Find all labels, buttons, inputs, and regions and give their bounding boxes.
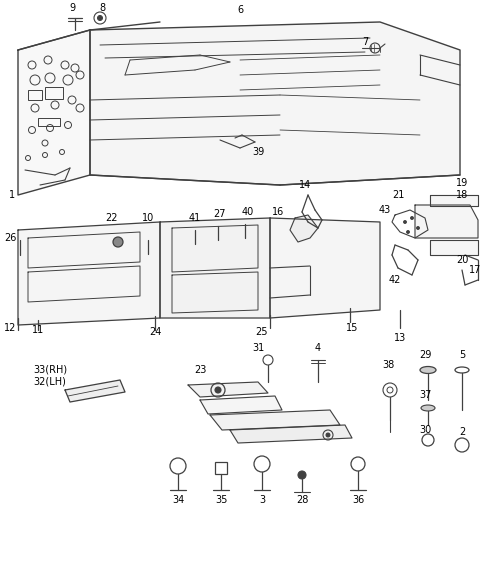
Text: 20: 20 [456, 255, 468, 265]
Polygon shape [65, 380, 125, 402]
Bar [38, 118, 60, 126]
Text: 25: 25 [256, 327, 268, 337]
Polygon shape [210, 410, 340, 430]
Text: 27: 27 [214, 209, 226, 219]
Text: 41: 41 [189, 213, 201, 223]
Ellipse shape [420, 366, 436, 373]
Text: 36: 36 [352, 495, 364, 505]
Text: 34: 34 [172, 495, 184, 505]
Text: 11: 11 [32, 325, 44, 335]
Text: 1: 1 [9, 190, 15, 200]
Text: 21: 21 [392, 190, 404, 200]
Text: 6: 6 [237, 5, 243, 15]
Text: 33(RH): 33(RH) [33, 365, 67, 375]
Text: 23: 23 [194, 365, 206, 375]
Text: 31: 31 [252, 343, 264, 353]
Text: 13: 13 [394, 333, 406, 343]
Polygon shape [200, 396, 282, 414]
Text: 42: 42 [389, 275, 401, 285]
Text: 43: 43 [379, 205, 391, 215]
Text: 16: 16 [272, 207, 284, 217]
Text: 4: 4 [315, 343, 321, 353]
Text: 12: 12 [4, 323, 16, 333]
Text: 39: 39 [252, 147, 264, 157]
Text: 32(LH): 32(LH) [34, 377, 66, 387]
Text: 30: 30 [419, 425, 431, 435]
Text: 26: 26 [4, 233, 16, 243]
Polygon shape [290, 215, 318, 242]
Text: 9: 9 [69, 3, 75, 13]
Text: 18: 18 [456, 190, 468, 200]
Text: 15: 15 [346, 323, 358, 333]
Polygon shape [415, 205, 478, 238]
Polygon shape [18, 222, 160, 325]
Text: 37: 37 [419, 390, 431, 400]
Text: 10: 10 [142, 213, 154, 223]
Bar [215, 462, 227, 474]
Text: 2: 2 [459, 427, 465, 437]
Circle shape [326, 433, 330, 437]
Polygon shape [188, 382, 268, 397]
Text: 29: 29 [419, 350, 431, 360]
Polygon shape [430, 240, 478, 255]
Circle shape [417, 226, 420, 229]
Polygon shape [270, 218, 380, 318]
Text: 38: 38 [382, 360, 394, 370]
Circle shape [97, 16, 103, 21]
Polygon shape [230, 425, 352, 443]
Circle shape [113, 237, 123, 247]
Ellipse shape [421, 405, 435, 411]
Circle shape [404, 221, 407, 223]
Circle shape [407, 230, 409, 233]
Circle shape [410, 217, 413, 219]
Polygon shape [18, 30, 90, 195]
Polygon shape [160, 218, 270, 318]
Text: 28: 28 [296, 495, 308, 505]
Polygon shape [90, 22, 460, 185]
Text: 5: 5 [459, 350, 465, 360]
Bar [45, 87, 63, 99]
Text: 40: 40 [242, 207, 254, 217]
Text: 19: 19 [456, 178, 468, 188]
Text: 22: 22 [106, 213, 118, 223]
Circle shape [215, 387, 221, 393]
Text: 3: 3 [259, 495, 265, 505]
Text: 35: 35 [216, 495, 228, 505]
Text: 24: 24 [149, 327, 161, 337]
Text: 8: 8 [99, 3, 105, 13]
Bar [28, 90, 42, 100]
Text: 7: 7 [362, 37, 368, 47]
Text: 14: 14 [299, 180, 311, 190]
Text: 17: 17 [469, 265, 480, 275]
Circle shape [298, 471, 306, 479]
Polygon shape [430, 195, 478, 206]
